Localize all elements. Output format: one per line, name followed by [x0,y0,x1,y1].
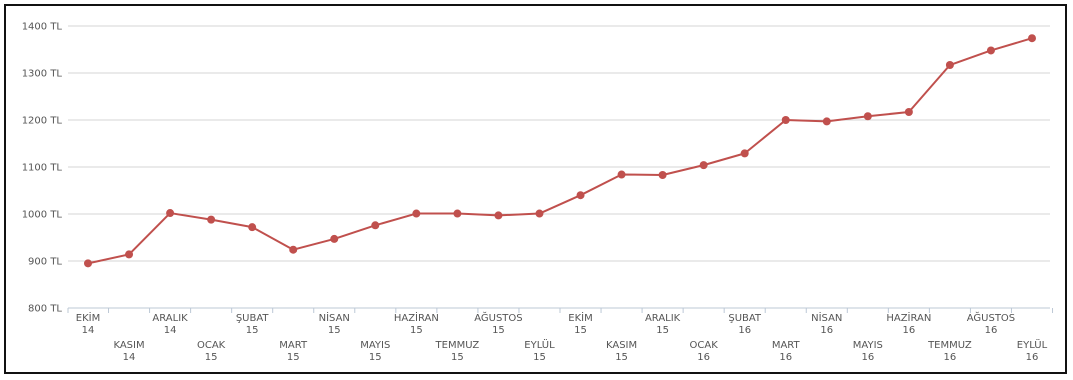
data-point[interactable] [576,191,585,200]
x-tick-label-month: KASIM [606,340,637,351]
data-point[interactable] [84,259,92,268]
x-tick-label-month: HAZİRAN [886,311,931,324]
grid-lines [68,25,1050,309]
data-point[interactable] [699,161,708,170]
x-tick-label-month: MAYIS [853,340,883,351]
data-point[interactable] [986,46,995,55]
line-chart: 800 TL 900 TL 1000 TL 1100 TL 1200 TL 1300 TL… [22,22,1054,363]
x-tick-label-year: 15 [369,352,382,363]
x-tick-label-month: OCAK [690,340,719,351]
data-point[interactable] [166,209,175,218]
series-line [87,37,1033,265]
x-tick-label-month: ARALIK [152,313,188,324]
x-tick-label-year: 16 [779,352,792,363]
x-tick-label-year: 15 [205,352,218,363]
x-tick-label-month: ARALIK [645,313,681,324]
x-axis: EKİM14KASIM14ARALIK14OCAK15ŞUBAT15MART15… [67,308,1054,363]
y-tick-label: 1300 TL [22,69,63,80]
x-tick-label-year: 16 [738,325,751,336]
x-tick-label-month: MART [772,340,801,351]
y-tick-label: 1000 TL [22,210,63,221]
data-point[interactable] [617,170,626,179]
series-layer [84,34,1036,268]
data-point[interactable] [494,211,503,220]
x-tick-label-year: 16 [903,325,916,336]
x-tick-label-year: 16 [697,352,710,363]
x-tick-label-month: NİSAN [811,311,842,324]
x-tick-label-month: AĞUSTOS [474,311,522,324]
x-tick-label-year: 15 [656,325,669,336]
y-tick-label: 1200 TL [22,116,63,127]
y-tick-label: 1400 TL [22,22,63,33]
x-tick-label-month: EYLÜL [524,338,555,351]
x-tick-label-year: 16 [1026,352,1039,363]
data-point[interactable] [904,108,913,117]
y-axis: 800 TL 900 TL 1000 TL 1100 TL 1200 TL 1300 TL… [22,22,63,315]
data-point[interactable] [781,116,790,124]
x-tick-label-month: MART [279,340,308,351]
data-point[interactable] [863,112,872,121]
x-tick-label-month: AĞUSTOS [967,311,1015,324]
x-tick-label-month: OCAK [197,340,226,351]
x-tick-label-year: 15 [287,352,300,363]
x-tick-label-year: 16 [985,325,998,336]
x-tick-label-month: NİSAN [319,311,350,324]
x-tick-label-year: 16 [861,352,874,363]
data-point[interactable] [1028,34,1036,43]
chart-frame: 800 TL 900 TL 1000 TL 1100 TL 1200 TL 1300 TL… [4,4,1067,374]
data-point[interactable] [125,250,134,259]
data-point[interactable] [371,221,380,230]
x-tick-label-year: 15 [328,325,341,336]
data-point[interactable] [207,215,216,224]
x-tick-label-month: EKİM [568,311,592,324]
x-tick-label-year: 15 [615,352,628,363]
data-point[interactable] [330,234,339,243]
data-point[interactable] [289,245,298,254]
x-tick-label-month: HAZİRAN [394,311,439,324]
x-tick-label-year: 14 [164,325,177,336]
data-point[interactable] [412,209,421,218]
x-tick-label-year: 14 [123,352,136,363]
data-point[interactable] [658,170,667,179]
y-tick-label: 900 TL [28,257,62,268]
data-point[interactable] [945,61,954,70]
x-tick-label-month: MAYIS [360,340,390,351]
y-tick-label: 800 TL [28,304,62,315]
x-tick-label-year: 15 [246,325,259,336]
x-tick-label-year: 15 [574,325,587,336]
x-tick-label-month: EKİM [76,311,100,324]
x-tick-label-year: 15 [451,352,464,363]
x-tick-label-year: 15 [492,325,505,336]
x-tick-label-month: TEMMUZ [927,340,972,351]
x-tick-label-year: 15 [410,325,423,336]
x-tick-label-month: ŞUBAT [728,313,762,324]
x-tick-label-year: 16 [820,325,833,336]
x-tick-label-year: 15 [533,352,546,363]
x-tick-label-year: 16 [944,352,957,363]
x-tick-label-month: TEMMUZ [435,340,480,351]
data-point[interactable] [822,117,831,126]
data-point[interactable] [248,223,257,232]
y-tick-label: 1100 TL [22,163,63,174]
data-point[interactable] [535,209,544,218]
x-tick-label-month: KASIM [113,340,144,351]
x-tick-label-month: ŞUBAT [236,313,270,324]
x-tick-label-year: 14 [82,325,95,336]
data-point[interactable] [740,149,749,158]
data-point[interactable] [453,209,462,218]
x-tick-label-month: EYLÜL [1017,338,1048,351]
